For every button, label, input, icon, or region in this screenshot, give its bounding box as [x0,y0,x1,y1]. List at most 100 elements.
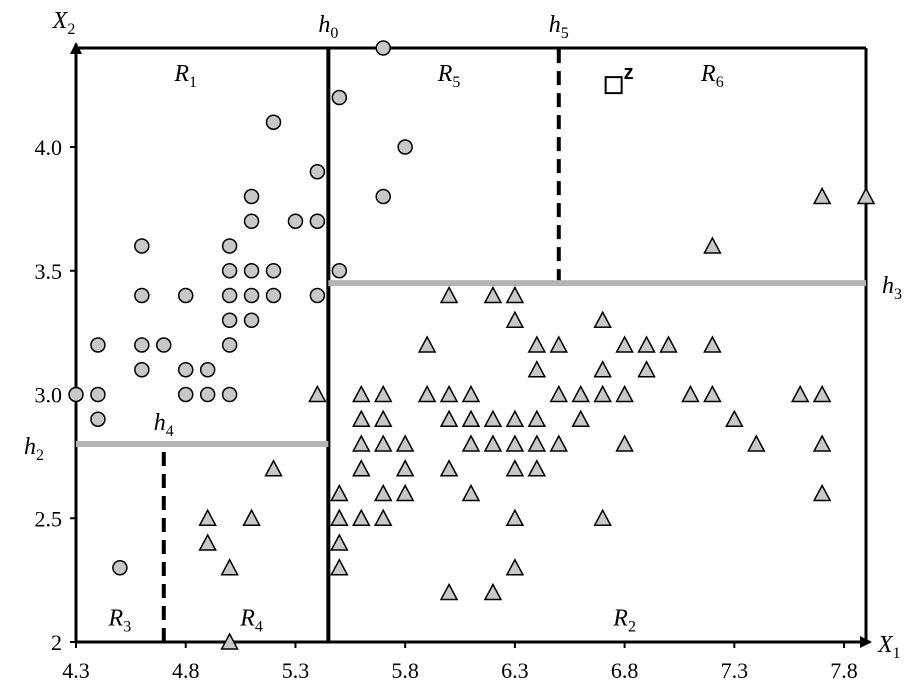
data-point-triangle [615,434,634,452]
data-point-triangle [417,384,437,403]
region-label-r4: R4 [239,605,263,635]
data-point-circle [221,287,238,304]
data-point-circle [265,287,282,304]
data-point-triangle [330,483,349,502]
data-point-triangle [703,236,722,254]
chart-labels: 4.3 4.8 5.3 5.8 6.3 6.8 7.3 7.8 2 2.5 3.0 3.5 4.0 X1 X… [24,8,902,683]
data-point-triangle [330,508,349,526]
data-point-triangle [747,434,766,452]
data-point-triangle [681,384,700,403]
split-label-h3: h3 [882,273,902,303]
data-point-circle [177,287,194,304]
data-point-circle [199,362,216,378]
data-point-triangle [812,434,832,452]
data-point-triangle [505,310,525,328]
data-point-triangle [330,558,349,576]
data-point-circle [177,386,194,403]
y-tick-label: 2.5 [35,506,63,531]
data-point-triangle [549,434,569,452]
data-point-triangle [571,409,590,427]
data-point-circle [221,337,238,353]
region-label-r6: R6 [700,61,724,91]
data-point-circle [134,337,150,353]
plot-frame [70,42,872,648]
y-tick-label: 4.0 [35,135,63,160]
data-point-triangle [812,186,832,205]
data-point-circle [243,213,260,229]
data-point-circle [265,263,282,279]
x-tick-label: 6.3 [501,658,529,683]
data-point-triangle [505,508,525,526]
data-point-triangle [330,533,349,551]
y-axis-label: X2 [52,8,76,38]
y-tick-label: 2 [51,630,62,655]
data-point-triangle [812,483,832,502]
data-point-triangle [220,632,239,650]
data-point-triangle [812,384,832,403]
data-point-triangle [439,459,459,477]
data-point-triangle [571,384,590,403]
x-tick-label: 6.8 [611,658,639,683]
data-point-triangle [373,384,393,403]
split-label-h5: h5 [549,12,569,42]
data-point-circle [221,263,238,279]
data-point-triangle [505,558,525,576]
data-point-triangle [505,459,525,477]
data-point-circle [199,386,216,403]
data-point-circle [243,188,260,205]
data-point-triangle [483,285,503,304]
data-point-triangle [373,434,393,452]
data-point-triangle [505,409,525,427]
split-label-h4: h4 [154,410,174,440]
data-point-triangle [461,434,481,452]
data-point-circle [221,386,238,403]
x-tick-label: 4.3 [62,658,90,683]
data-point-triangle [615,335,634,353]
data-point-circle [221,312,238,328]
data-point-circle [309,213,326,229]
x-tick-label: 7.8 [830,658,858,683]
data-point-circle [309,164,326,180]
data-point-circle [68,386,84,403]
region-label-r5: R5 [437,61,461,91]
split-label-h2: h2 [24,434,44,464]
data-point-circle [265,114,282,130]
data-point-triangle [703,384,722,403]
data-point-triangle [220,558,239,576]
data-point-circle [156,337,172,353]
data-point-triangle [439,409,459,427]
data-point-triangle [659,335,678,353]
data-point-triangle [373,409,393,427]
data-point-triangle [505,285,525,304]
data-point-triangle [264,459,283,477]
data-point-triangle [242,508,261,526]
query-point-label: z [624,62,634,84]
data-point-triangle [593,310,612,328]
data-point-circle [331,263,348,279]
data-point-circle [375,40,391,56]
data-point-triangle [483,434,503,452]
query-point-square [604,76,623,95]
data-point-triangle [703,335,722,353]
data-point-triangle [461,483,481,502]
data-point-triangle [352,384,371,403]
data-point-triangle [395,459,415,477]
data-point-circle [243,312,260,328]
split-label-h0: h0 [318,12,338,42]
data-point-triangle [549,384,569,403]
data-point-triangle [549,335,569,353]
data-point-triangle [593,384,612,403]
data-point-triangle [352,459,371,477]
data-point-triangle [308,384,327,403]
x-tick-label: 4.8 [172,658,200,683]
data-point-circle [134,238,150,254]
data-point-circle [287,213,304,229]
data-point-circle [134,287,150,304]
data-point-triangle [505,434,525,452]
data-point-triangle [593,508,612,526]
data-point-triangle [790,384,810,403]
data-point-triangle [395,483,415,502]
data-point-triangle [637,360,656,378]
data-point-triangle [483,409,503,427]
